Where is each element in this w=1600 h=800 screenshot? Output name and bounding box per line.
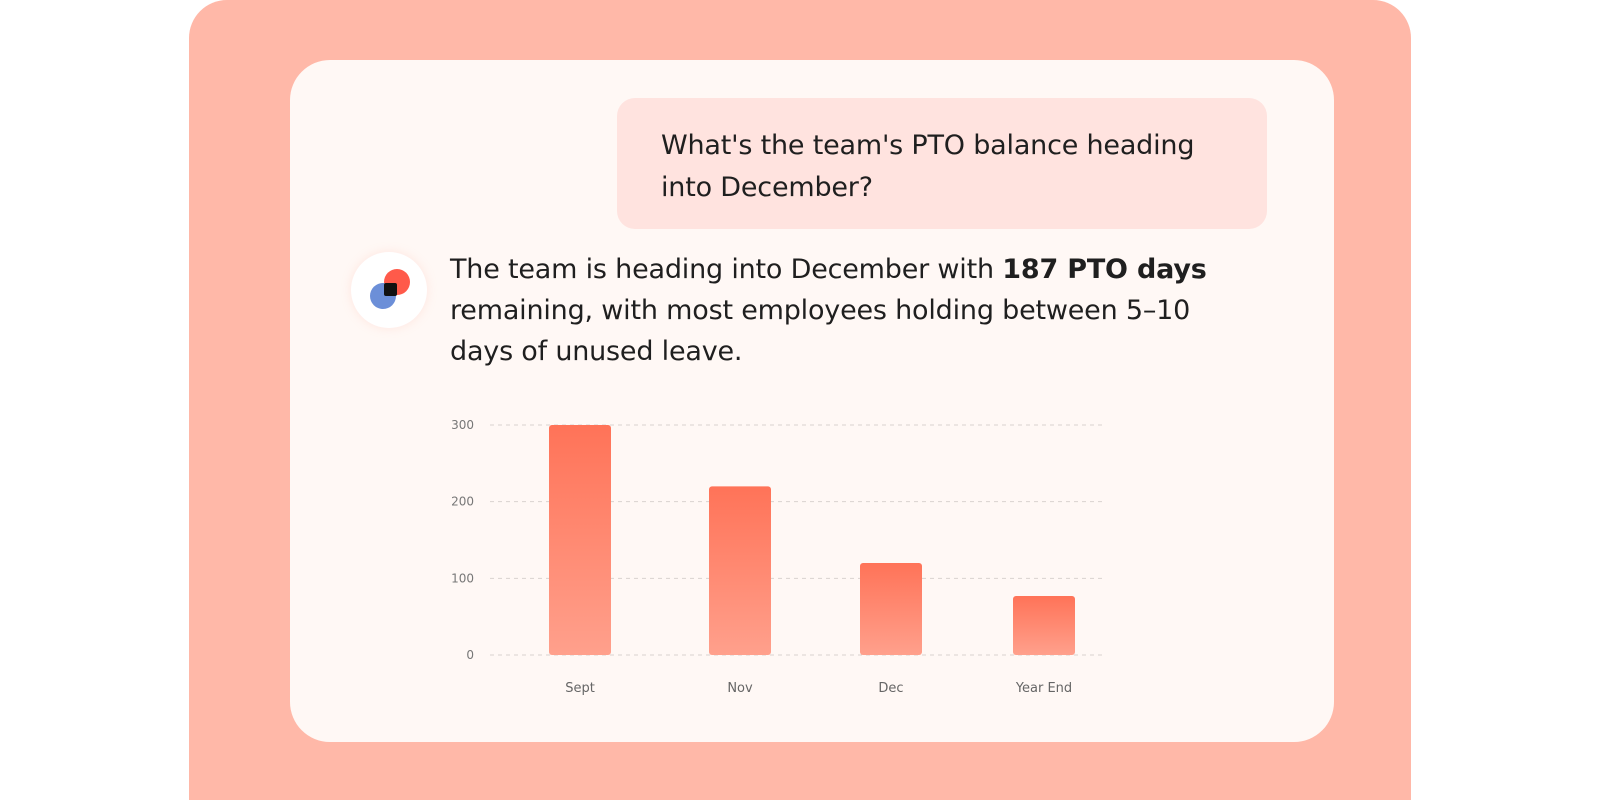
- user-message-text: What's the team's PTO balance heading in…: [661, 130, 1195, 203]
- bar-dec: [860, 563, 922, 655]
- reply-highlight: 187 PTO days: [1002, 254, 1207, 285]
- x-tick-label: Dec: [878, 681, 903, 696]
- bar-nov: [709, 486, 771, 655]
- x-tick-label: Nov: [727, 681, 753, 696]
- assistant-reply: The team is heading into December with 1…: [450, 249, 1250, 372]
- user-message-bubble: What's the team's PTO balance heading in…: [617, 98, 1267, 229]
- bar-sept: [549, 425, 611, 655]
- x-tick-label: Sept: [565, 681, 595, 696]
- x-tick-label: Year End: [1015, 681, 1072, 696]
- y-tick-label: 100: [451, 571, 474, 585]
- y-tick-label: 200: [451, 495, 474, 509]
- y-tick-label: 0: [466, 648, 474, 662]
- reply-text-after: remaining, with most employees holding b…: [450, 295, 1191, 367]
- assistant-avatar: [351, 252, 427, 328]
- reply-text-before: The team is heading into December with: [450, 254, 1003, 285]
- bar-chart-svg: 0 100 200 300 Sept Nov Dec Year End: [451, 418, 1105, 696]
- y-tick-label: 300: [451, 418, 474, 432]
- bar-year-end: [1013, 595, 1075, 655]
- assistant-logo-icon: [370, 269, 410, 309]
- pto-balance-chart: 0 100 200 300 Sept Nov Dec Year End: [440, 400, 1120, 710]
